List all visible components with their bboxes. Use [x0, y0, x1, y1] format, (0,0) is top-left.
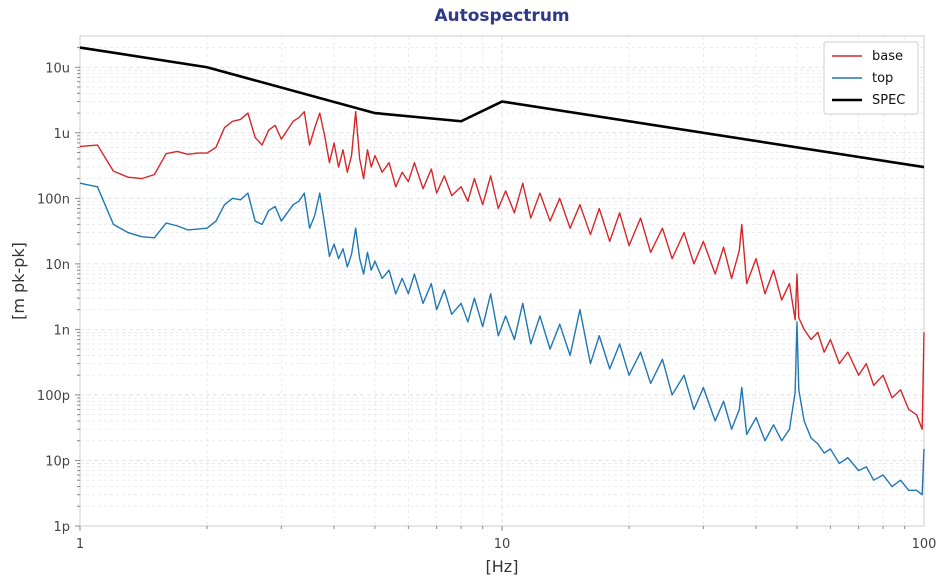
y-tick-label: 10n [45, 258, 70, 273]
y-tick-label: 100p [37, 389, 70, 404]
legend-label-top: top [872, 71, 893, 86]
legend-box [823, 41, 919, 115]
legend-label-spec: SPEC [872, 93, 905, 108]
x-tick-label: 100 [912, 537, 937, 552]
series-line-spec [79, 46, 925, 169]
x-axis-label: [Hz] [486, 557, 519, 576]
x-tick-label: 1 [76, 537, 84, 552]
legend-label-base: base [872, 49, 903, 64]
chart-title: Autospectrum [434, 6, 570, 26]
series-layer [79, 46, 925, 496]
tick-layer: 1 10 100 10u 1u 100n 10n 1n 100p 10p 1p [37, 47, 937, 552]
y-tick-label: 100n [37, 192, 70, 207]
legend: base top SPEC [823, 41, 919, 115]
y-tick-label: 1n [53, 323, 70, 338]
series-line-top [79, 182, 925, 496]
y-tick-label: 10u [45, 61, 70, 76]
y-axis-label: [m pk-pk] [9, 242, 28, 320]
y-tick-label: 10p [45, 454, 70, 469]
grid-layer [79, 36, 924, 527]
y-tick-label: 1u [53, 127, 70, 142]
x-tick-label: 10 [494, 537, 511, 552]
y-tick-label: 1p [53, 520, 70, 535]
series-line-base [79, 110, 925, 430]
